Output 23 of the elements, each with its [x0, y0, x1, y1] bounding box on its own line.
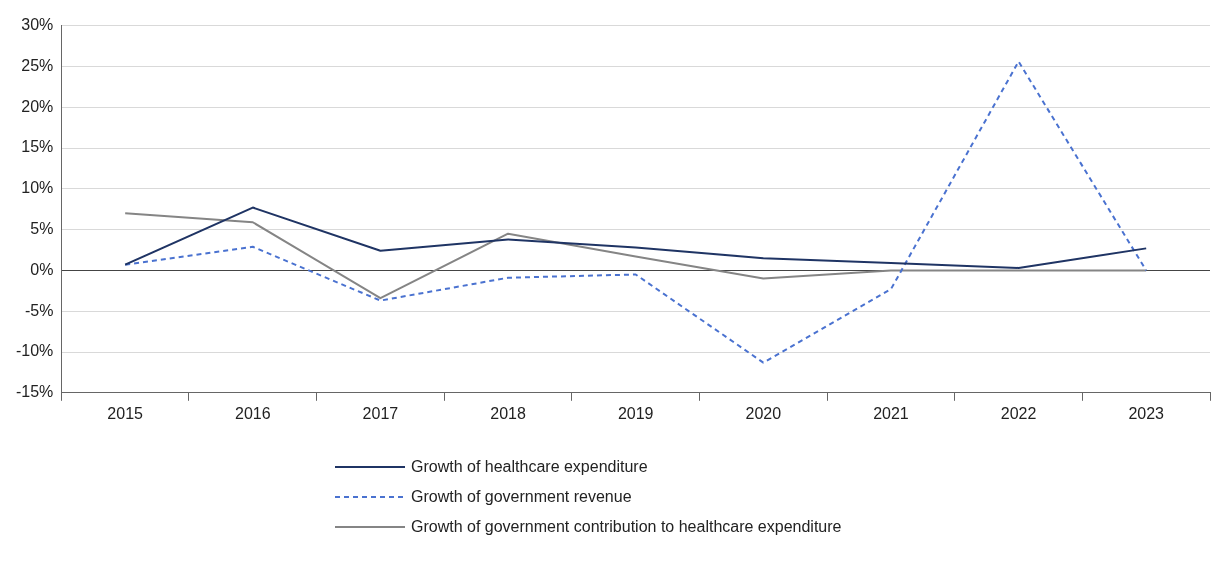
line-series — [124, 60, 1148, 364]
x-tick-label: 2016 — [235, 404, 271, 422]
x-tick-label: 2015 — [107, 404, 144, 422]
x-tick-label: 2021 — [873, 404, 909, 422]
x-tick-label: 2017 — [362, 404, 399, 422]
legend-label: Growth of government contribution to healthcare expenditure — [411, 518, 842, 536]
y-tick-label: 25% — [21, 56, 54, 74]
y-tick-label: 15% — [21, 138, 54, 156]
y-tick-label: -5% — [24, 301, 54, 319]
y-tick-label: 5% — [30, 220, 54, 238]
x-tick-label: 2022 — [1000, 404, 1037, 422]
y-tick-label: 20% — [21, 97, 54, 115]
y-tick-label: -10% — [15, 342, 54, 360]
x-tick-label: 2020 — [745, 404, 782, 422]
x-tick-label: 2019 — [617, 404, 654, 422]
legend-label: Growth of healthcare expenditure — [411, 458, 648, 476]
y-tick-label: -15% — [15, 383, 54, 401]
y-tick-label: 30% — [21, 16, 54, 34]
x-tick-label: 2023 — [1128, 404, 1165, 422]
y-tick-label: 0% — [30, 260, 54, 278]
x-tick-label: 2018 — [490, 404, 526, 422]
y-tick-label: 10% — [21, 179, 54, 197]
legend-label: Growth of government revenue — [411, 488, 632, 506]
